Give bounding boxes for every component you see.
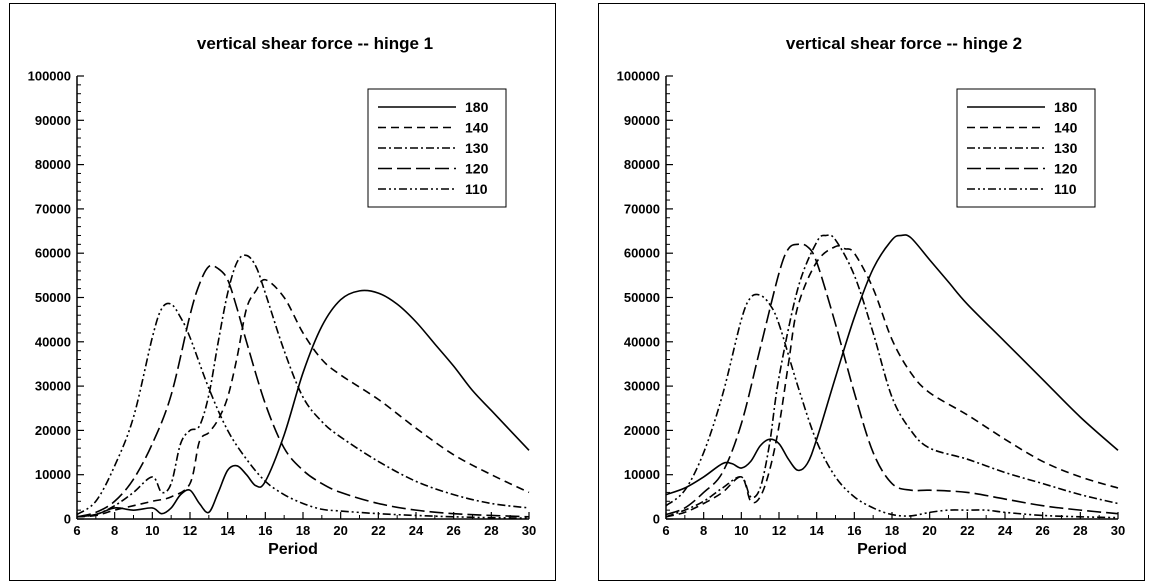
series-line-120 [665, 243, 1119, 516]
chart-panel-hinge-2: vertical shear force -- hinge 2 0 10000 200… [598, 3, 1145, 581]
y-tick-label: 50000 [624, 290, 660, 305]
chart-panel-hinge-1: vertical shear force -- hinge 1 0 10000 200… [9, 3, 556, 581]
legend-label: 110 [465, 181, 488, 197]
series-line-110 [665, 293, 1119, 519]
x-tick-label: 26 [1035, 523, 1049, 538]
x-tick-label: 6 [662, 523, 669, 538]
y-tick-label: 90000 [624, 113, 660, 128]
x-tick-label: 18 [885, 523, 899, 538]
y-tick-label: 100000 [617, 69, 660, 84]
y-tick-label: 100000 [28, 69, 71, 84]
x-tick-label: 28 [1073, 523, 1087, 538]
y-tick-label: 0 [64, 512, 71, 527]
x-tick-label: 10 [734, 523, 748, 538]
x-tick-label: 10 [145, 523, 159, 538]
x-tick-label: 18 [296, 523, 310, 538]
x-tick-label: 14 [809, 523, 824, 538]
legend-label: 180 [1054, 99, 1078, 115]
y-tick-label: 60000 [35, 246, 71, 261]
x-axis-label: Period [857, 541, 907, 558]
y-tick-label: 10000 [35, 467, 71, 482]
legend: 180 140 130 120 110 [367, 88, 507, 208]
legend-label: 110 [1054, 181, 1077, 197]
legend-label: 120 [465, 161, 489, 177]
y-tick-label: 20000 [35, 423, 71, 438]
x-tick-label: 12 [183, 523, 197, 538]
series-line-130 [665, 234, 1119, 518]
x-tick-label: 16 [258, 523, 272, 538]
x-tick-label: 12 [772, 523, 786, 538]
legend-label: 130 [465, 140, 489, 156]
legend-label: 140 [465, 120, 489, 136]
x-tick-label: 14 [220, 523, 235, 538]
y-tick-label: 30000 [624, 379, 660, 394]
y-tick-label: 40000 [35, 334, 71, 349]
legend-label: 140 [1054, 120, 1078, 136]
x-tick-label: 30 [522, 523, 536, 538]
x-tick-label: 22 [960, 523, 974, 538]
y-tick-label: 70000 [35, 201, 71, 216]
series-line-140 [665, 245, 1119, 518]
chart-svg: vertical shear force -- hinge 2 0 10000 200… [617, 34, 1126, 558]
series-line-120 [76, 264, 530, 518]
x-tick-label: 16 [847, 523, 861, 538]
y-tick-label: 70000 [624, 201, 660, 216]
y-tick-label: 20000 [624, 423, 660, 438]
x-tick-label: 6 [73, 523, 80, 538]
y-tick-label: 80000 [35, 157, 71, 172]
y-tick-label: 80000 [624, 157, 660, 172]
series-line-130 [76, 254, 530, 518]
x-tick-label: 28 [484, 523, 498, 538]
x-tick-label: 20 [922, 523, 936, 538]
y-tick-label: 60000 [624, 246, 660, 261]
x-tick-label: 30 [1111, 523, 1125, 538]
y-tick-label: 30000 [35, 379, 71, 394]
chart-svg: vertical shear force -- hinge 1 0 10000 200… [28, 34, 537, 558]
x-tick-label: 8 [111, 523, 118, 538]
x-tick-label: 24 [998, 523, 1013, 538]
y-tick-label: 10000 [624, 467, 660, 482]
series-line-180 [76, 289, 530, 518]
series-line-110 [76, 302, 530, 519]
legend: 180 140 130 120 110 [956, 88, 1096, 208]
legend-label: 130 [1054, 140, 1078, 156]
x-tick-label: 24 [409, 523, 424, 538]
legend-label: 180 [465, 99, 489, 115]
chart-title: vertical shear force -- hinge 1 [197, 34, 433, 53]
x-tick-label: 22 [371, 523, 385, 538]
legend-label: 120 [1054, 161, 1078, 177]
x-axis-label: Period [268, 541, 318, 558]
series-line-180 [665, 234, 1119, 496]
x-tick-label: 26 [446, 523, 460, 538]
x-tick-label: 20 [333, 523, 347, 538]
y-tick-label: 40000 [624, 334, 660, 349]
y-tick-label: 0 [653, 512, 660, 527]
y-tick-label: 90000 [35, 113, 71, 128]
x-tick-label: 8 [700, 523, 707, 538]
chart-title: vertical shear force -- hinge 2 [786, 34, 1022, 53]
y-tick-label: 50000 [35, 290, 71, 305]
